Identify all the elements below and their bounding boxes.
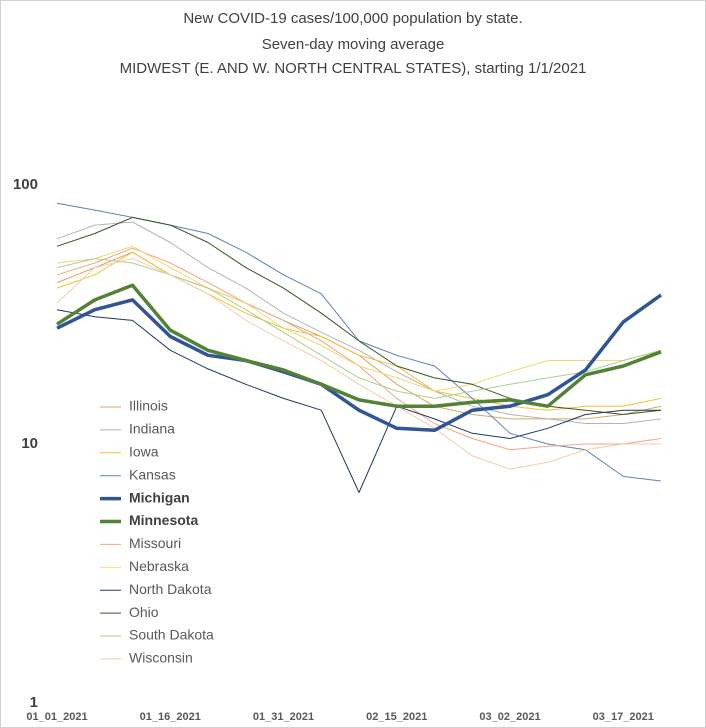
legend-label: Illinois bbox=[129, 398, 168, 414]
y-tick-label: 1 bbox=[30, 694, 38, 711]
series-line bbox=[56, 309, 661, 493]
y-tick-label: 100 bbox=[13, 176, 38, 193]
series-line bbox=[56, 283, 662, 408]
x-tick-label: 01_31_2021 bbox=[253, 711, 314, 723]
x-tick-label: 03_02_2021 bbox=[479, 711, 540, 723]
legend-label: Minnesota bbox=[129, 512, 198, 528]
chart-subtitle: MIDWEST (E. AND W. NORTH CENTRAL STATES)… bbox=[120, 60, 587, 77]
series-line bbox=[56, 251, 662, 411]
x-tick-label: 01_16_2021 bbox=[140, 711, 201, 723]
series-line bbox=[56, 245, 662, 392]
legend-label: North Dakota bbox=[129, 581, 212, 597]
x-tick-label: 01_01_2021 bbox=[26, 711, 87, 723]
legend-label: Wisconsin bbox=[129, 650, 193, 666]
legend-label: South Dakota bbox=[129, 627, 214, 643]
legend-label: Ohio bbox=[129, 604, 159, 620]
x-tick-label: 03_17_2021 bbox=[593, 711, 654, 723]
chart-subtitle: Seven-day moving average bbox=[262, 36, 445, 53]
legend-label: Kansas bbox=[129, 466, 176, 482]
series-line bbox=[56, 216, 662, 415]
chart-title: New COVID-19 cases/100,000 population by… bbox=[183, 10, 522, 27]
legend-label: Michigan bbox=[129, 489, 190, 505]
y-tick-label: 10 bbox=[21, 435, 38, 452]
series-line bbox=[56, 221, 662, 424]
legend-label: Missouri bbox=[129, 535, 181, 551]
series-line bbox=[56, 258, 662, 399]
legend-label: Iowa bbox=[129, 444, 159, 460]
x-tick-label: 02_15_2021 bbox=[366, 711, 427, 723]
series-line bbox=[56, 293, 663, 433]
legend-label: Nebraska bbox=[129, 558, 189, 574]
legend-label: Indiana bbox=[129, 421, 175, 437]
series-line bbox=[56, 258, 661, 470]
